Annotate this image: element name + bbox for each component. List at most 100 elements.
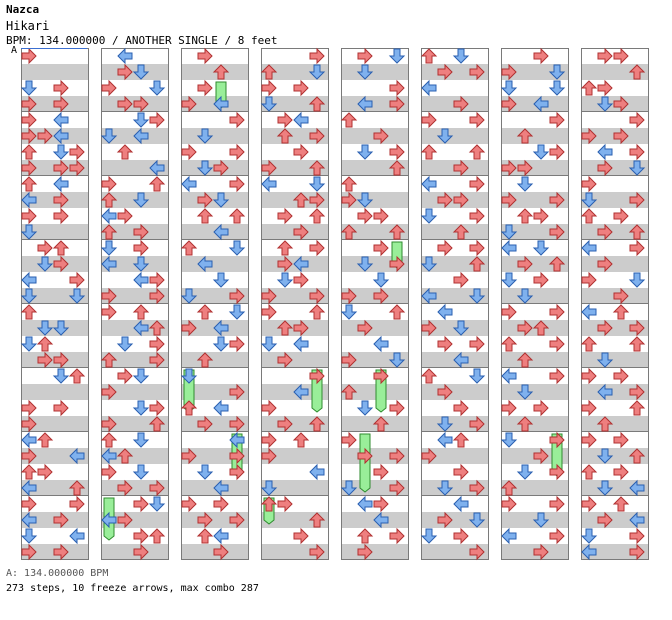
row-band bbox=[181, 512, 249, 528]
down-arrow-icon bbox=[260, 480, 278, 496]
left-arrow-icon bbox=[501, 239, 517, 257]
right-arrow-icon bbox=[469, 175, 485, 193]
measure-line bbox=[21, 367, 89, 368]
right-arrow-icon bbox=[581, 495, 597, 513]
left-arrow-icon bbox=[421, 175, 437, 193]
down-arrow-icon bbox=[100, 240, 118, 256]
right-arrow-icon bbox=[597, 255, 613, 273]
right-arrow-icon bbox=[581, 175, 597, 193]
down-arrow-icon bbox=[356, 64, 374, 80]
row-band bbox=[421, 480, 489, 496]
down-arrow-icon bbox=[532, 512, 550, 528]
up-arrow-icon bbox=[36, 432, 54, 448]
down-arrow-icon bbox=[52, 368, 70, 384]
row-band bbox=[101, 448, 169, 464]
row-band bbox=[421, 384, 489, 400]
right-arrow-icon bbox=[597, 223, 613, 241]
right-arrow-icon bbox=[197, 511, 213, 529]
row-band bbox=[261, 288, 329, 304]
down-arrow-icon bbox=[180, 288, 198, 304]
up-arrow-icon bbox=[276, 320, 294, 336]
note-layer bbox=[180, 47, 246, 561]
measure-line bbox=[101, 431, 169, 432]
down-arrow-icon bbox=[36, 256, 54, 272]
measure-line bbox=[261, 239, 329, 240]
left-arrow-icon bbox=[437, 303, 453, 321]
up-arrow-icon bbox=[148, 176, 166, 192]
down-arrow-icon bbox=[100, 128, 118, 144]
row-band bbox=[581, 384, 649, 400]
row-band bbox=[501, 384, 569, 400]
right-arrow-icon bbox=[149, 479, 165, 497]
right-arrow-icon bbox=[277, 351, 293, 369]
right-arrow-icon bbox=[21, 415, 37, 433]
left-arrow-icon bbox=[229, 431, 245, 449]
down-arrow-icon bbox=[388, 352, 406, 368]
right-arrow-icon bbox=[437, 63, 453, 81]
right-arrow-icon bbox=[117, 207, 133, 225]
measure-line bbox=[181, 431, 249, 432]
right-arrow-icon bbox=[389, 527, 405, 545]
up-arrow-icon bbox=[628, 64, 646, 80]
right-arrow-icon bbox=[37, 127, 53, 145]
down-arrow-icon bbox=[420, 208, 438, 224]
measure-line bbox=[101, 303, 169, 304]
chart-column bbox=[500, 47, 569, 561]
right-arrow-icon bbox=[117, 63, 133, 81]
up-arrow-icon bbox=[612, 304, 630, 320]
up-arrow-icon bbox=[100, 352, 118, 368]
row-band bbox=[101, 480, 169, 496]
measure-line bbox=[581, 495, 649, 496]
up-arrow-icon bbox=[276, 128, 294, 144]
left-arrow-icon bbox=[133, 319, 149, 337]
right-arrow-icon bbox=[101, 175, 117, 193]
right-arrow-icon bbox=[53, 399, 69, 417]
right-arrow-icon bbox=[629, 527, 645, 545]
right-arrow-icon bbox=[229, 463, 245, 481]
measure-line bbox=[501, 495, 569, 496]
row-band bbox=[21, 224, 89, 240]
up-arrow-icon bbox=[516, 416, 534, 432]
measure-line bbox=[581, 431, 649, 432]
up-arrow-icon bbox=[628, 400, 646, 416]
up-arrow-icon bbox=[308, 96, 326, 112]
left-arrow-icon bbox=[373, 511, 389, 529]
measure-line bbox=[341, 495, 409, 496]
up-arrow-icon bbox=[612, 496, 630, 512]
row-band bbox=[341, 352, 409, 368]
right-arrow-icon bbox=[197, 191, 213, 209]
row-band bbox=[181, 352, 249, 368]
right-arrow-icon bbox=[469, 479, 485, 497]
right-arrow-icon bbox=[117, 511, 133, 529]
right-arrow-icon bbox=[149, 335, 165, 353]
up-arrow-icon bbox=[388, 160, 406, 176]
left-arrow-icon bbox=[101, 511, 117, 529]
left-arrow-icon bbox=[629, 511, 645, 529]
down-arrow-icon bbox=[372, 272, 390, 288]
down-arrow-icon bbox=[468, 512, 486, 528]
left-arrow-icon bbox=[101, 255, 117, 273]
down-arrow-icon bbox=[516, 176, 534, 192]
right-arrow-icon bbox=[261, 431, 277, 449]
column-frame bbox=[101, 48, 169, 560]
right-arrow-icon bbox=[533, 447, 549, 465]
note-layer bbox=[20, 47, 86, 561]
right-arrow-icon bbox=[469, 335, 485, 353]
right-arrow-icon bbox=[469, 415, 485, 433]
row-band bbox=[21, 480, 89, 496]
measure-line bbox=[261, 495, 329, 496]
note-layer bbox=[100, 47, 166, 561]
right-arrow-icon bbox=[533, 207, 549, 225]
row-band bbox=[341, 448, 409, 464]
measure-line bbox=[261, 111, 329, 112]
left-arrow-icon bbox=[421, 287, 437, 305]
down-arrow-icon bbox=[500, 272, 518, 288]
up-arrow-icon bbox=[308, 304, 326, 320]
right-arrow-icon bbox=[373, 367, 389, 385]
measure-line bbox=[181, 175, 249, 176]
up-arrow-icon bbox=[516, 208, 534, 224]
left-arrow-icon bbox=[181, 175, 197, 193]
right-arrow-icon bbox=[613, 95, 629, 113]
row-band bbox=[341, 320, 409, 336]
right-arrow-icon bbox=[341, 191, 357, 209]
